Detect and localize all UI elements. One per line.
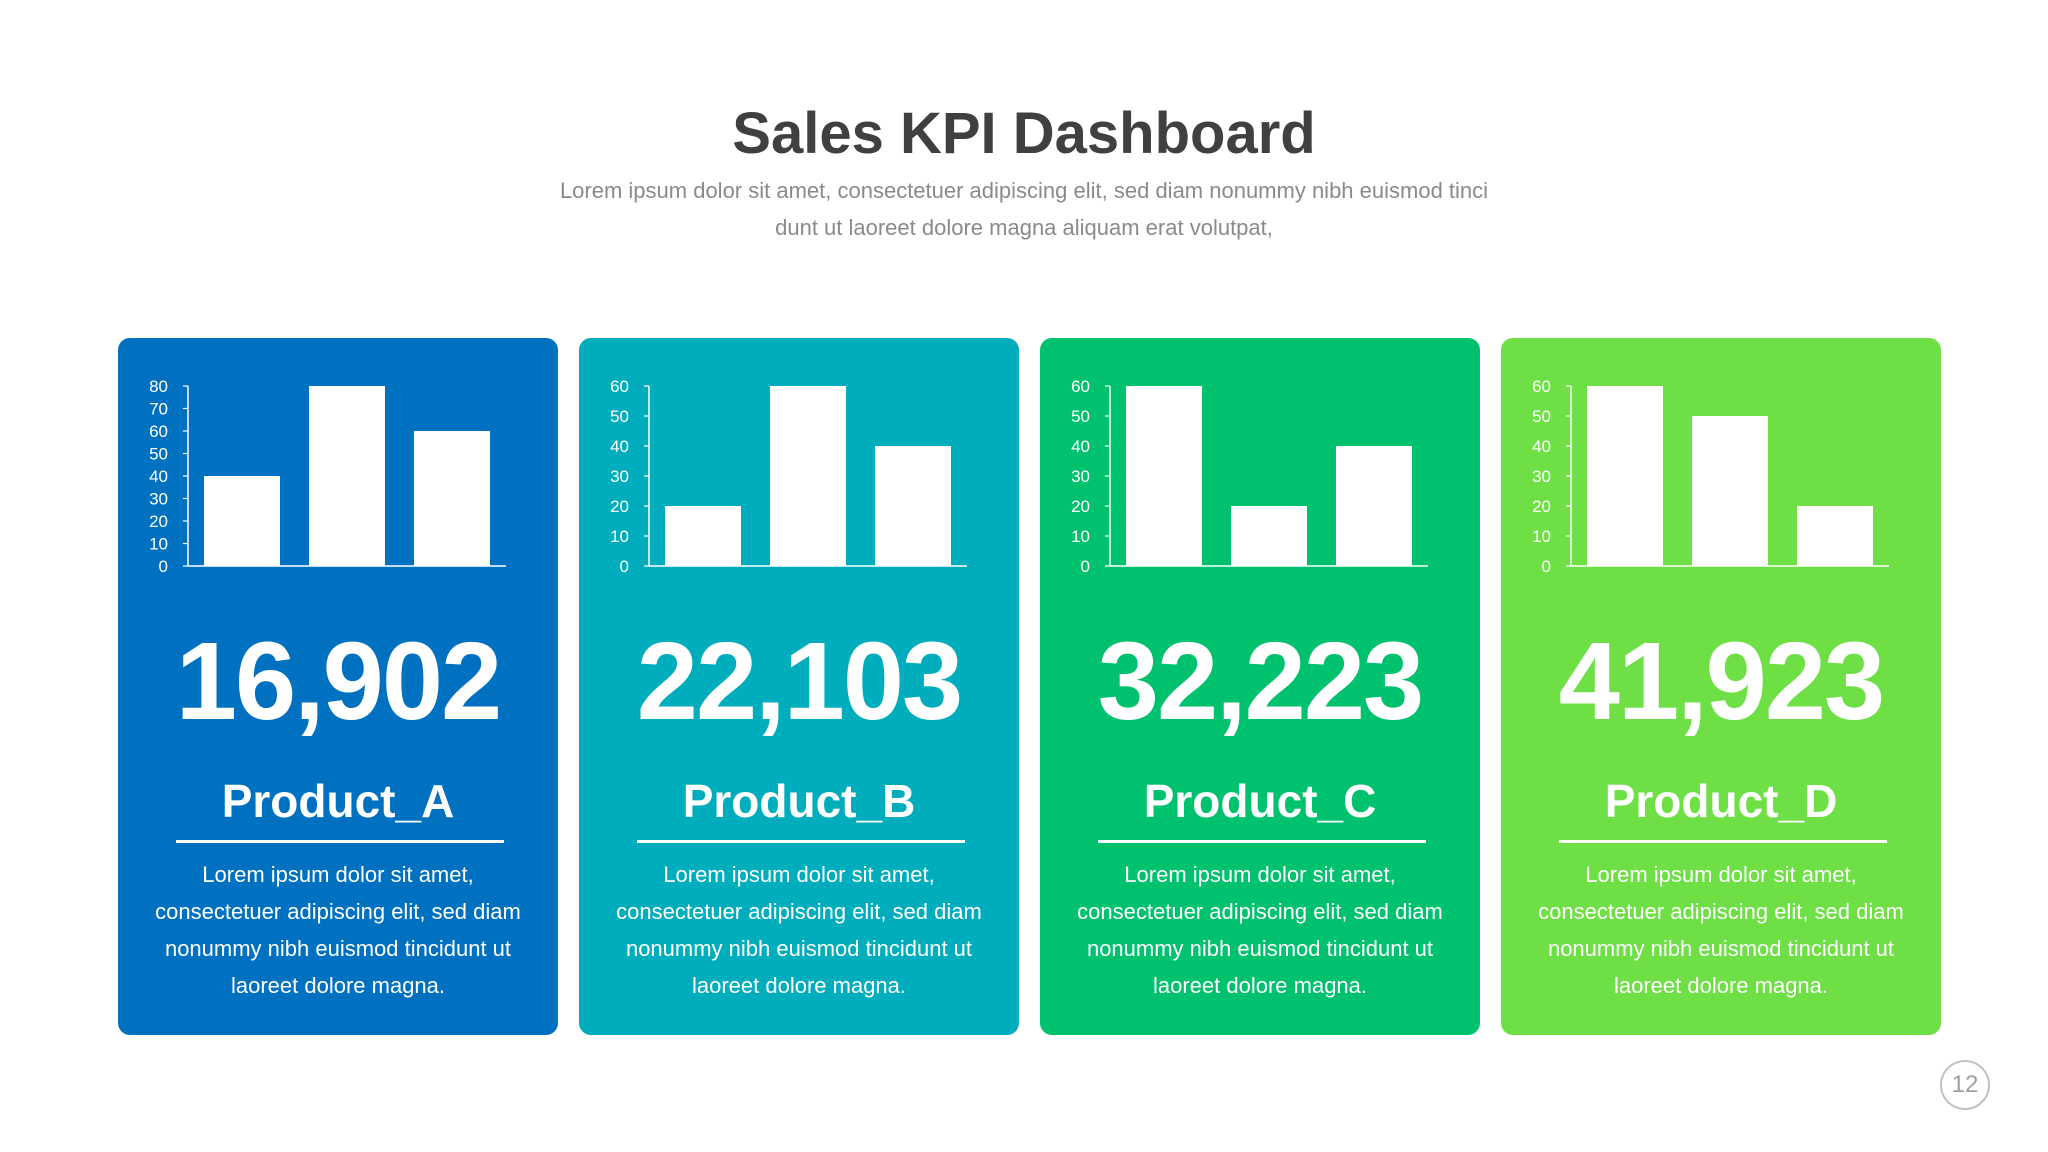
subtitle-line-2: dunt ut laoreet dolore magna aliquam era… [775, 215, 1273, 240]
y-tick-label: 30 [1532, 467, 1551, 486]
divider [637, 840, 965, 843]
bar [770, 386, 846, 566]
divider [1098, 840, 1426, 843]
y-tick-label: 10 [1071, 527, 1090, 546]
description-line: laoreet dolore magna. [230, 973, 446, 998]
y-tick-label: 0 [1542, 557, 1551, 576]
product-name: Product_A [221, 775, 455, 827]
y-tick-label: 30 [610, 467, 629, 486]
page-title: Sales KPI Dashboard [732, 101, 1316, 166]
kpi-value: 32,223 [1097, 620, 1424, 743]
bar [875, 446, 951, 566]
y-tick-label: 60 [1071, 377, 1090, 396]
product-description: Lorem ipsum dolor sit amet, consectetuer… [1060, 856, 1460, 1004]
y-tick-label: 50 [149, 445, 168, 464]
description-line: consectetuer adipiscing elit, sed diam [155, 899, 521, 924]
bar [309, 386, 385, 566]
kpi-value: 41,923 [1558, 620, 1885, 743]
y-tick-label: 40 [149, 467, 168, 486]
y-tick-label: 0 [1081, 557, 1090, 576]
description-line: laoreet dolore magna. [691, 973, 907, 998]
product-description: Lorem ipsum dolor sit amet, consectetuer… [138, 856, 538, 1004]
y-tick-label: 30 [1071, 467, 1090, 486]
y-tick-label: 20 [610, 497, 629, 516]
y-tick-label: 20 [1532, 497, 1551, 516]
kpi-card-product-d: 0 10 20 30 40 50 60 41,923 Product_D Lorem ips… [1501, 338, 1941, 1035]
bar [1797, 506, 1873, 566]
y-tick-label: 60 [149, 422, 168, 441]
bar [414, 431, 490, 566]
y-tick-label: 80 [149, 377, 168, 396]
y-tick-label: 40 [1071, 437, 1090, 456]
bar [1692, 416, 1768, 566]
product-description: Lorem ipsum dolor sit amet, consectetuer… [599, 856, 999, 1004]
bar-chart-product-c: 0 10 20 30 40 50 60 [1071, 377, 1428, 576]
page-number-badge: 12 [1940, 1060, 1990, 1110]
bar [1231, 506, 1307, 566]
description-line: Lorem ipsum dolor sit amet, [663, 862, 935, 887]
bar [665, 506, 741, 566]
divider [1559, 840, 1887, 843]
description-line: Lorem ipsum dolor sit amet, [202, 862, 474, 887]
y-tick-label: 30 [149, 490, 168, 509]
y-tick-label: 40 [610, 437, 629, 456]
description-line: nonummy nibh euismod tincidunt ut [1547, 936, 1895, 961]
y-tick-label: 20 [1071, 497, 1090, 516]
description-line: consectetuer adipiscing elit, sed diam [616, 899, 982, 924]
bar-chart-product-a: 0 10 20 30 40 50 60 70 80 [149, 377, 506, 576]
page-subtitle: Lorem ipsum dolor sit amet, consectetuer… [524, 172, 1524, 246]
y-tick-label: 50 [1071, 407, 1090, 426]
description-line: Lorem ipsum dolor sit amet, [1585, 862, 1857, 887]
divider [176, 840, 504, 843]
bar-chart-product-b: 0 10 20 30 40 50 60 [610, 377, 967, 576]
y-tick-label: 50 [1532, 407, 1551, 426]
y-tick-label: 60 [610, 377, 629, 396]
y-tick-label: 10 [149, 535, 168, 554]
description-line: consectetuer adipiscing elit, sed diam [1538, 899, 1904, 924]
y-tick-label: 0 [159, 557, 168, 576]
product-name: Product_D [1604, 775, 1838, 827]
y-tick-label: 0 [620, 557, 629, 576]
bar [1126, 386, 1202, 566]
description-line: laoreet dolore magna. [1613, 973, 1829, 998]
subtitle-line-1: Lorem ipsum dolor sit amet, consectetuer… [559, 178, 1489, 203]
y-tick-label: 60 [1532, 377, 1551, 396]
bar [204, 476, 280, 566]
y-tick-label: 40 [1532, 437, 1551, 456]
description-line: Lorem ipsum dolor sit amet, [1124, 862, 1396, 887]
bar-chart-product-d: 0 10 20 30 40 50 60 [1532, 377, 1889, 576]
description-line: consectetuer adipiscing elit, sed diam [1077, 899, 1443, 924]
kpi-value: 16,902 [175, 620, 502, 743]
y-tick-label: 10 [1532, 527, 1551, 546]
y-tick-label: 50 [610, 407, 629, 426]
product-name: Product_C [1143, 775, 1377, 827]
product-name: Product_B [682, 775, 916, 827]
product-description: Lorem ipsum dolor sit amet, consectetuer… [1521, 856, 1921, 1004]
description-line: nonummy nibh euismod tincidunt ut [164, 936, 512, 961]
kpi-card-product-b: 0 10 20 30 40 50 60 22,103 Product_B Lorem ips… [579, 338, 1019, 1035]
y-tick-label: 70 [149, 400, 168, 419]
y-tick-label: 10 [610, 527, 629, 546]
kpi-value: 22,103 [636, 620, 963, 743]
kpi-card-product-c: 0 10 20 30 40 50 60 32,223 Product_C Lorem ips… [1040, 338, 1480, 1035]
description-line: nonummy nibh euismod tincidunt ut [625, 936, 973, 961]
bar [1336, 446, 1412, 566]
y-tick-label: 20 [149, 512, 168, 531]
description-line: laoreet dolore magna. [1152, 973, 1368, 998]
kpi-card-product-a: 0 10 20 30 40 50 60 70 80 16,902 Product_A Lorem… [118, 338, 558, 1035]
description-line: nonummy nibh euismod tincidunt ut [1086, 936, 1434, 961]
bar [1587, 386, 1663, 566]
